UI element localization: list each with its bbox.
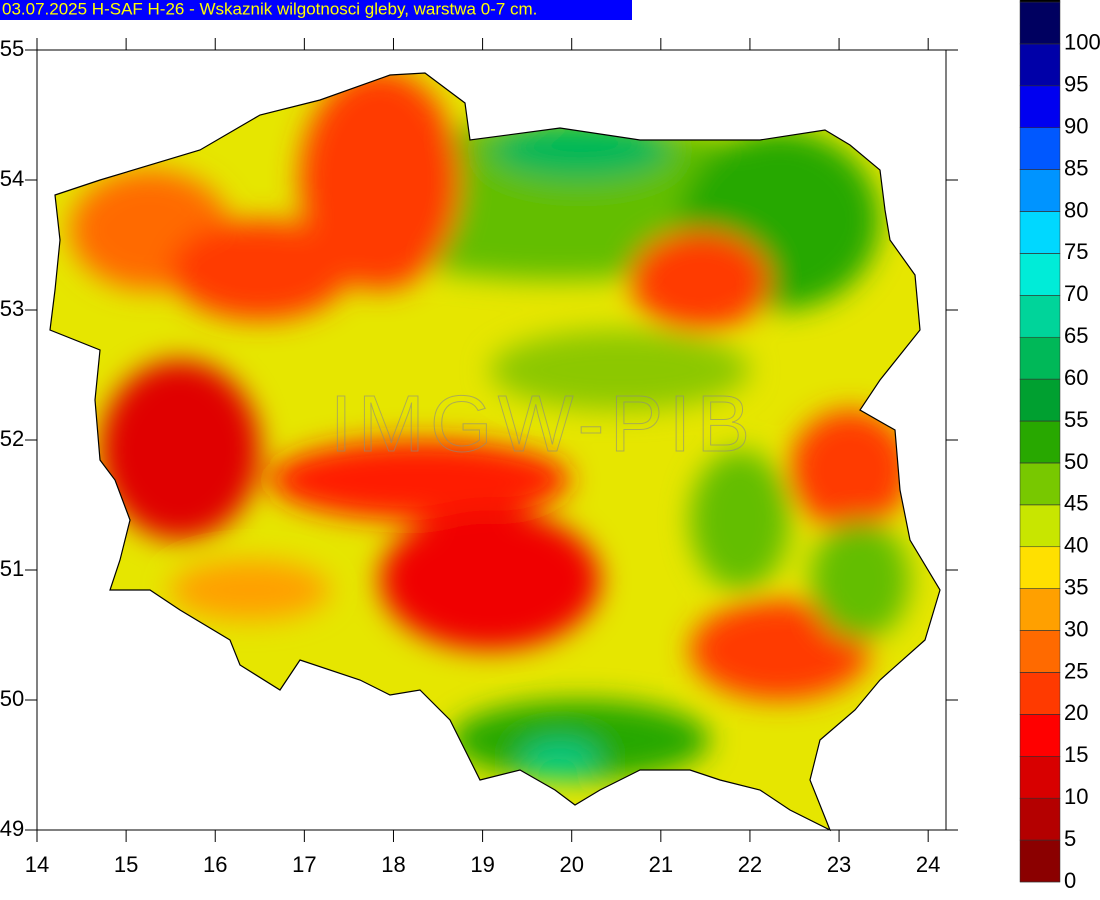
colorbar-box	[1019, 43, 1061, 87]
x-tick-label: 18	[381, 852, 405, 877]
colorbar-label: 50	[1064, 449, 1088, 474]
colorbar-box	[1019, 630, 1061, 673]
y-tick-label: 54	[0, 166, 24, 191]
colorbar-label: 45	[1064, 491, 1088, 516]
colorbar-box	[1019, 839, 1061, 883]
colorbar-label: 60	[1064, 365, 1088, 390]
x-tick-label: 23	[827, 852, 851, 877]
colorbar-label: 30	[1064, 616, 1088, 641]
colorbar-box	[1019, 504, 1061, 548]
colorbar-label: 90	[1064, 114, 1088, 139]
x-tick-label: 15	[114, 852, 138, 877]
colorbar-box	[1019, 672, 1061, 715]
x-tick-label: 16	[203, 852, 227, 877]
colorbar-label: 75	[1064, 239, 1088, 264]
colorbar-box	[1019, 797, 1061, 841]
x-tick-label: 24	[916, 852, 940, 877]
title-box	[0, 0, 632, 20]
colorbar-box	[1019, 169, 1061, 212]
colorbar-label: 95	[1064, 72, 1088, 97]
colorbar-box	[1019, 378, 1061, 422]
colorbar-box	[1019, 0, 1061, 3]
colorbar-box	[1019, 1, 1061, 45]
colorbar-box	[1019, 756, 1061, 799]
watermark: IMGW-PIB	[330, 379, 750, 468]
colorbar-box	[1019, 420, 1061, 464]
colorbar-label: 0	[1064, 868, 1076, 893]
colorbar-box	[1019, 336, 1061, 380]
y-tick-label: 51	[0, 556, 24, 581]
colorbar-box	[1019, 588, 1061, 631]
colorbar-label: 25	[1064, 658, 1088, 683]
x-tick-label: 21	[649, 852, 673, 877]
x-tick-label: 22	[738, 852, 762, 877]
colorbar-box	[1019, 462, 1061, 506]
colorbar-label: 80	[1064, 197, 1088, 222]
colorbar-label: 40	[1064, 533, 1088, 558]
y-tick-label: 53	[0, 296, 24, 321]
colorbar-label: 65	[1064, 323, 1088, 348]
colorbar-label: 15	[1064, 742, 1088, 767]
colorbar-box	[1019, 127, 1061, 170]
map-title: 03.07.2025 H-SAF H-26 - Wskaznik wilgotn…	[2, 0, 537, 18]
soil-moisture-field	[50, 73, 940, 830]
y-tick-label: 52	[0, 426, 24, 451]
colorbar-label: 10	[1064, 784, 1088, 809]
colorbar-box	[1019, 85, 1061, 128]
colorbar-label: 20	[1064, 700, 1088, 725]
colorbar-label: 35	[1064, 574, 1088, 599]
colorbar-box	[1019, 211, 1061, 254]
x-tick-label: 20	[559, 852, 583, 877]
x-tick-label: 17	[292, 852, 316, 877]
y-tick-label: 55	[0, 36, 24, 61]
colorbar-label: 85	[1064, 155, 1088, 180]
colorbar-box	[1019, 546, 1061, 589]
colorbar-box	[1019, 253, 1061, 296]
colorbar-label: 55	[1064, 407, 1088, 432]
y-tick-label: 50	[0, 686, 24, 711]
colorbar-label: 5	[1064, 826, 1076, 851]
colorbar-box	[1019, 714, 1061, 757]
colorbar-box	[1019, 295, 1061, 338]
y-tick-label: 49	[0, 816, 24, 841]
x-tick-label: 14	[25, 852, 49, 877]
colorbar-label: 70	[1064, 281, 1088, 306]
x-tick-label: 19	[470, 852, 494, 877]
colorbar-label: 100	[1064, 30, 1100, 55]
